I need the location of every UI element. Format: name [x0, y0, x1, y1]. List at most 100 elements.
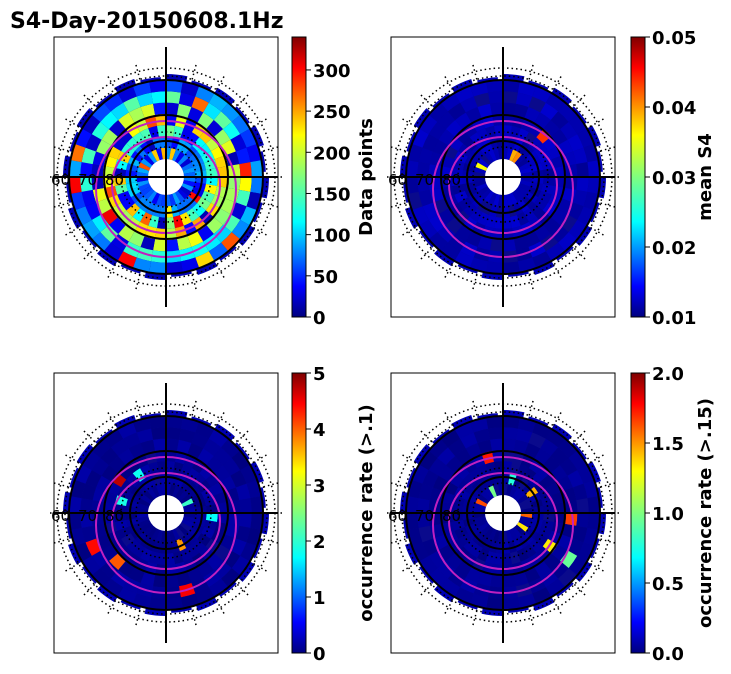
heatmap-cell: [137, 180, 150, 188]
heatmap-cell: [550, 560, 569, 579]
heatmap-cell: [117, 464, 133, 480]
heatmap-cell: [474, 180, 487, 188]
heatmap-cell: [100, 224, 119, 243]
heatmap-cell: [183, 513, 196, 519]
heatmap-cell: [156, 216, 166, 229]
heatmap-cell: [178, 92, 196, 108]
heatmap-cell: [503, 597, 520, 610]
heatmap-cell: [110, 234, 129, 252]
heatmap-cell: [140, 548, 153, 562]
heatmap-cell: [411, 206, 429, 226]
heatmap-cell: [558, 438, 578, 458]
heatmap-cell: [530, 163, 543, 172]
heatmap-cell: [492, 113, 503, 126]
heatmap-cell: [488, 192, 497, 205]
heatmap-cell: [235, 525, 251, 543]
heatmap-cell: [176, 103, 192, 118]
heatmap-cell: [197, 225, 214, 242]
heatmap-cell: [203, 570, 222, 588]
heatmap-cell: [406, 513, 419, 530]
graticule-meridian: [573, 92, 588, 107]
heatmap-cell: [531, 169, 544, 177]
heatmap-cell: [567, 134, 584, 152]
heatmap-cell: [175, 190, 185, 203]
heatmap-cell: [151, 192, 160, 205]
heatmap-cell: [411, 128, 429, 148]
heatmap-cell: [214, 129, 231, 146]
heatmap-cell: [509, 485, 518, 498]
heatmap-cell: [166, 216, 176, 229]
heatmap-cell: [454, 526, 468, 539]
heatmap-cell: [532, 421, 552, 439]
heatmap-cell: [178, 428, 196, 444]
heatmap-cell: [454, 464, 470, 480]
heatmap-cell: [177, 188, 189, 200]
heatmap-cell: [545, 92, 566, 112]
heatmap-cell: [531, 177, 544, 185]
heatmap-cell: [473, 513, 486, 519]
heatmap-cell: [181, 498, 194, 507]
graticule-meridian: [528, 61, 535, 80]
heatmap-cell: [565, 177, 578, 190]
polar-panel-top-left: 60 70 80 0 50 100 150 200 250 300 Data points: [47, 36, 377, 329]
heatmap-cell: [531, 513, 544, 521]
heatmap-cell: [250, 496, 263, 513]
heatmap-cell: [81, 189, 97, 207]
heatmap-cell: [128, 443, 145, 459]
heatmap-cell: [532, 251, 552, 269]
heatmap-cell: [177, 524, 189, 536]
heatmap-cell: [587, 160, 600, 177]
graticule-meridian: [418, 247, 433, 262]
heatmap-cell: [514, 490, 526, 502]
heatmap-cell: [493, 125, 503, 138]
heatmap-cell: [239, 498, 252, 513]
colorbar-gradient: [630, 36, 646, 318]
heatmap-cell: [69, 160, 82, 177]
heatmap-cell: [530, 518, 543, 527]
heatmap-cell: [428, 568, 448, 588]
heatmap-cell: [225, 151, 240, 167]
heatmap-cell: [231, 219, 251, 240]
heatmap-cell: [136, 92, 154, 108]
heatmap-cell: [503, 575, 516, 588]
heatmap-cell: [197, 533, 211, 547]
heatmap-cell: [153, 438, 166, 451]
heatmap-cell: [495, 136, 503, 149]
heatmap-cell: [543, 119, 561, 137]
heatmap-cell: [213, 560, 232, 579]
heatmap-cell: [192, 539, 206, 553]
heatmap-cell: [497, 483, 503, 496]
graticule-meridian: [263, 202, 282, 209]
heatmap-cell: [503, 216, 513, 229]
heatmap-cell: [530, 182, 543, 191]
heatmap-cell: [418, 483, 434, 501]
heatmap-cell: [192, 137, 206, 151]
heatmap-cell: [239, 162, 252, 177]
heatmap-cell: [460, 96, 478, 113]
heatmap-cell: [451, 503, 464, 513]
heatmap-cell: [538, 526, 552, 539]
heatmap-cell: [473, 428, 491, 444]
heatmap-cell: [155, 484, 163, 497]
heatmap-cell: [166, 483, 172, 496]
heatmap-cell: [179, 158, 192, 168]
heatmap-cell: [81, 525, 97, 543]
heatmap-cell: [166, 125, 176, 138]
graticule-meridian: [528, 397, 535, 416]
heatmap-cell: [506, 484, 514, 497]
heatmap-cell: [166, 597, 183, 610]
heatmap-cell: [437, 447, 456, 466]
heatmap-cell: [191, 96, 209, 113]
heatmap-cell: [492, 193, 500, 206]
heatmap-cell: [91, 438, 111, 458]
heatmap-cell: [173, 551, 184, 565]
heatmap-cell: [187, 443, 204, 459]
heatmap-cell: [508, 540, 517, 553]
heatmap-cell: [221, 232, 241, 252]
heatmap-cell: [503, 552, 513, 565]
colorbar-label: Data points: [356, 118, 377, 236]
heatmap-cell: [554, 502, 567, 513]
graticule-meridian: [50, 145, 69, 152]
heatmap-cell: [195, 85, 215, 103]
heatmap-cell: [428, 177, 441, 190]
